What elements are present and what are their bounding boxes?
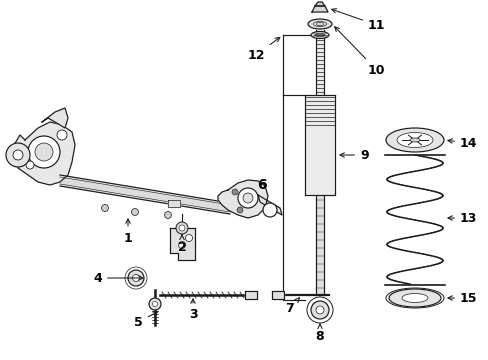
Text: 14: 14 bbox=[447, 136, 476, 149]
Circle shape bbox=[13, 150, 23, 160]
Ellipse shape bbox=[388, 289, 440, 307]
Text: 6: 6 bbox=[257, 178, 266, 192]
Circle shape bbox=[176, 222, 187, 234]
Polygon shape bbox=[305, 95, 334, 195]
Ellipse shape bbox=[315, 33, 324, 37]
Ellipse shape bbox=[409, 138, 419, 142]
Circle shape bbox=[238, 188, 258, 208]
Polygon shape bbox=[60, 177, 229, 212]
Circle shape bbox=[102, 204, 108, 212]
Circle shape bbox=[6, 143, 30, 167]
Polygon shape bbox=[60, 175, 229, 214]
Text: 7: 7 bbox=[285, 298, 299, 315]
Text: 10: 10 bbox=[334, 27, 385, 77]
Circle shape bbox=[178, 242, 185, 248]
Polygon shape bbox=[168, 200, 180, 207]
Polygon shape bbox=[315, 195, 324, 295]
Polygon shape bbox=[14, 122, 75, 185]
Polygon shape bbox=[315, 30, 324, 95]
Circle shape bbox=[231, 189, 238, 195]
Circle shape bbox=[26, 161, 34, 169]
Circle shape bbox=[237, 207, 243, 213]
Circle shape bbox=[131, 208, 138, 216]
Polygon shape bbox=[311, 6, 327, 12]
Text: 3: 3 bbox=[188, 299, 197, 321]
Polygon shape bbox=[258, 195, 282, 215]
Ellipse shape bbox=[313, 22, 326, 27]
Circle shape bbox=[57, 130, 67, 140]
Polygon shape bbox=[314, 2, 325, 6]
Ellipse shape bbox=[307, 19, 331, 29]
Text: 15: 15 bbox=[447, 292, 476, 305]
Circle shape bbox=[179, 225, 184, 231]
Circle shape bbox=[35, 143, 53, 161]
Text: 1: 1 bbox=[123, 219, 132, 244]
Polygon shape bbox=[42, 108, 68, 128]
Circle shape bbox=[185, 234, 192, 242]
Ellipse shape bbox=[396, 132, 432, 148]
Text: 11: 11 bbox=[331, 9, 385, 32]
Ellipse shape bbox=[385, 128, 443, 152]
Ellipse shape bbox=[401, 293, 427, 302]
Circle shape bbox=[263, 203, 276, 217]
Polygon shape bbox=[170, 228, 195, 260]
Circle shape bbox=[132, 274, 139, 282]
Polygon shape bbox=[218, 180, 267, 218]
Ellipse shape bbox=[315, 22, 324, 26]
Circle shape bbox=[28, 136, 60, 168]
Circle shape bbox=[310, 301, 328, 319]
Text: 4: 4 bbox=[93, 271, 143, 284]
Circle shape bbox=[243, 193, 252, 203]
Circle shape bbox=[128, 270, 143, 286]
Text: 13: 13 bbox=[447, 212, 476, 225]
Ellipse shape bbox=[310, 32, 328, 39]
Text: 2: 2 bbox=[177, 235, 186, 253]
Text: 12: 12 bbox=[247, 37, 279, 62]
Polygon shape bbox=[271, 291, 284, 299]
Circle shape bbox=[149, 298, 161, 310]
Circle shape bbox=[152, 302, 157, 306]
Circle shape bbox=[164, 212, 171, 219]
Text: 9: 9 bbox=[339, 149, 368, 162]
Polygon shape bbox=[244, 291, 257, 299]
Circle shape bbox=[315, 306, 324, 314]
Text: 8: 8 bbox=[315, 324, 324, 343]
Text: 5: 5 bbox=[134, 312, 157, 328]
